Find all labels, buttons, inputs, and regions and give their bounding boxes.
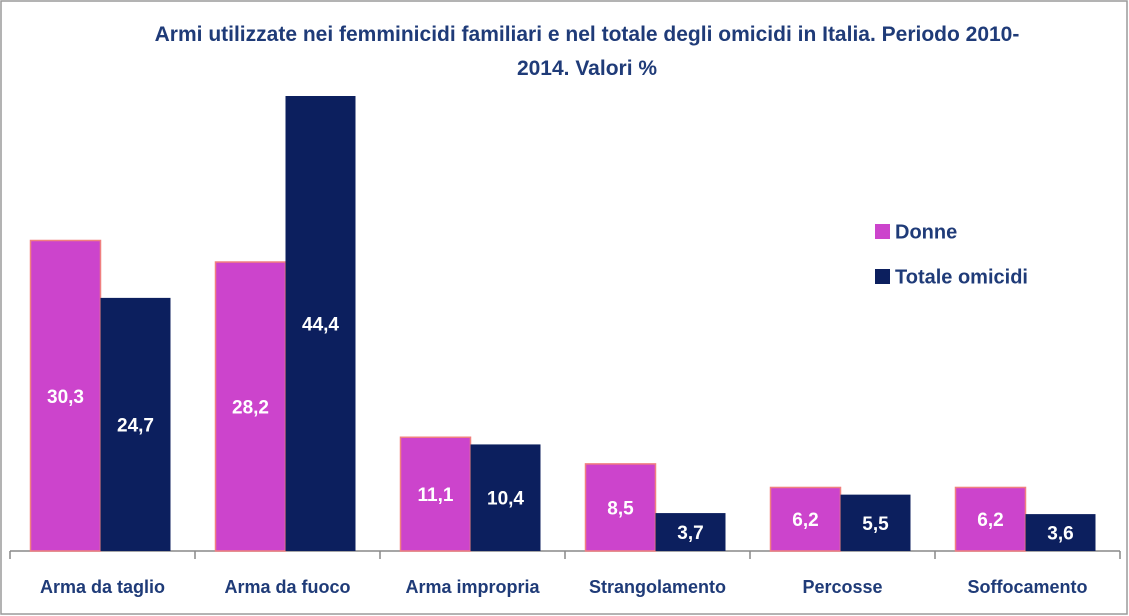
legend-label: Donne bbox=[895, 221, 957, 243]
x-tick-label: Arma impropria bbox=[405, 577, 540, 597]
bar bbox=[1025, 514, 1096, 551]
bar bbox=[954, 486, 1027, 552]
x-tick-label: Percosse bbox=[802, 577, 882, 597]
data-label: 6,2 bbox=[977, 510, 1003, 531]
chart-title: Armi utilizzate nei femminicidi familiar… bbox=[154, 23, 1020, 80]
bar bbox=[470, 444, 541, 551]
x-tick-label: Arma da taglio bbox=[40, 577, 165, 597]
x-tick-label: Soffocamento bbox=[967, 577, 1087, 597]
bar bbox=[285, 96, 356, 551]
legend-label: Totale omicidi bbox=[895, 266, 1028, 288]
data-label: 10,4 bbox=[487, 489, 524, 510]
bar bbox=[29, 239, 102, 552]
x-tick-label: Arma da fuoco bbox=[224, 577, 350, 597]
bar bbox=[100, 297, 171, 551]
data-label: 24,7 bbox=[117, 415, 154, 436]
data-label: 3,7 bbox=[677, 523, 703, 544]
bar bbox=[655, 513, 726, 551]
data-label: 8,5 bbox=[607, 498, 634, 519]
bar bbox=[840, 494, 911, 551]
data-label: 5,5 bbox=[862, 514, 889, 535]
legend-swatch bbox=[875, 269, 890, 284]
data-label: 6,2 bbox=[792, 510, 818, 531]
bar bbox=[769, 486, 842, 552]
data-label: 28,2 bbox=[232, 398, 269, 419]
legend-swatch bbox=[875, 224, 890, 239]
data-label: 30,3 bbox=[47, 387, 84, 408]
data-label: 11,1 bbox=[418, 485, 454, 506]
data-label: 3,6 bbox=[1047, 524, 1073, 545]
bar bbox=[584, 463, 657, 552]
data-label: 44,4 bbox=[302, 315, 339, 336]
bar bbox=[214, 261, 287, 552]
x-tick-label: Strangolamento bbox=[589, 577, 726, 597]
